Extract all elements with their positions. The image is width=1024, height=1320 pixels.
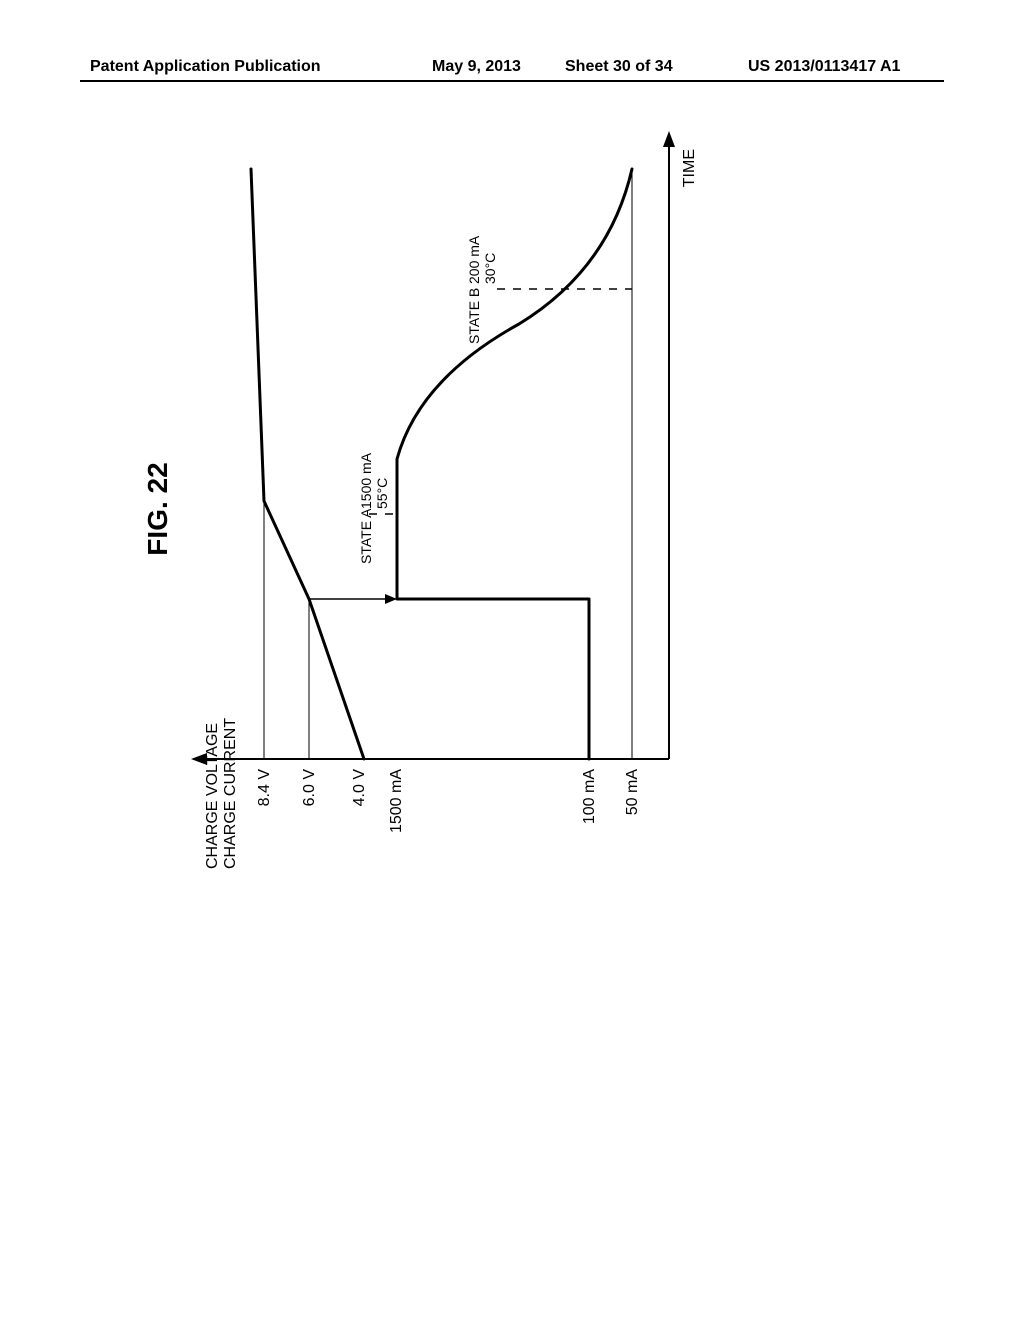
header-rule <box>80 80 944 82</box>
voltage-curve <box>251 169 364 759</box>
tick-1500ma: 1500 mA <box>388 769 405 833</box>
y-label-current: CHARGE CURRENT <box>222 718 239 869</box>
x-axis-arrow <box>663 131 675 147</box>
state-b-title: STATE B <box>466 288 482 344</box>
chart-svg: FIG. 22 CHARGE VOLTAGE CHARGE CURRENT TI… <box>139 109 717 909</box>
header-date: May 9, 2013 <box>432 58 521 76</box>
state-b-line1: 200 mA <box>466 235 482 284</box>
tick-8-4v: 8.4 V <box>256 769 273 807</box>
page: Patent Application Publication May 9, 20… <box>0 0 1024 1320</box>
header-row: Patent Application Publication May 9, 20… <box>0 58 1024 82</box>
drop-6v-arrow <box>385 594 397 604</box>
header-sheet: Sheet 30 of 34 <box>565 58 673 76</box>
figure-wrap: FIG. 22 CHARGE VOLTAGE CHARGE CURRENT TI… <box>139 331 939 909</box>
figure-title: FIG. 22 <box>142 462 173 555</box>
state-a-title: STATE A <box>358 508 374 564</box>
state-a-line1: 1500 mA <box>358 452 374 509</box>
header-pubnum: US 2013/0113417 A1 <box>748 58 900 76</box>
tick-100ma: 100 mA <box>581 769 598 824</box>
tick-50ma: 50 mA <box>624 769 641 816</box>
x-label-time: TIME <box>681 149 698 187</box>
current-curve <box>397 169 632 759</box>
tick-6-0v: 6.0 V <box>301 769 318 807</box>
y-label-voltage: CHARGE VOLTAGE <box>204 723 221 869</box>
header-publication: Patent Application Publication <box>90 58 321 76</box>
tick-4-0v: 4.0 V <box>351 769 368 807</box>
state-a-line2: 55°C <box>374 478 390 509</box>
state-b-line2: 30°C <box>482 253 498 284</box>
